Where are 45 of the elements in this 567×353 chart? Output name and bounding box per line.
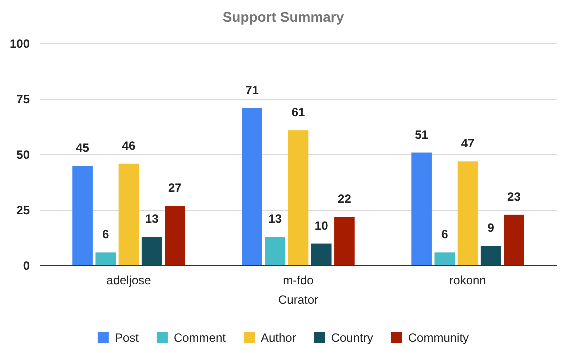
data-label: 6 — [102, 228, 110, 242]
data-label: 61 — [292, 106, 306, 120]
bar — [504, 214, 524, 266]
bar — [288, 130, 309, 266]
y-tick-label: 50 — [16, 148, 30, 162]
legend-label: Author — [260, 331, 296, 345]
legend-label: Comment — [174, 331, 227, 345]
bar — [242, 108, 262, 266]
data-label: 51 — [415, 128, 429, 142]
data-label: 47 — [461, 136, 475, 151]
x-axis-title: Curator — [278, 293, 319, 307]
legend-label: Community — [408, 331, 470, 345]
y-tick-label: 25 — [16, 203, 30, 218]
bar — [96, 252, 116, 266]
bar — [334, 217, 355, 266]
data-label: 46 — [122, 138, 136, 153]
bar — [165, 206, 186, 266]
bar — [118, 164, 140, 266]
data-label: 45 — [76, 141, 90, 156]
bar — [72, 166, 93, 266]
data-label: 6 — [442, 228, 449, 242]
bar — [480, 246, 502, 266]
data-label: 13 — [145, 212, 160, 226]
data-label: 22 — [338, 192, 352, 206]
data-label: 9 — [488, 221, 495, 236]
legend-label: Post — [114, 331, 140, 345]
chart-title: Support Summary — [222, 9, 344, 25]
y-tick-label: 0 — [23, 258, 30, 273]
bar — [412, 152, 432, 266]
data-label: 71 — [246, 83, 260, 98]
data-label: 27 — [168, 181, 182, 196]
bar — [434, 252, 456, 266]
x-tick-label: m-fdo — [283, 274, 314, 288]
data-label: 13 — [268, 212, 282, 226]
data-label: 23 — [508, 190, 522, 204]
bar — [265, 237, 286, 266]
bar — [311, 244, 332, 266]
data-label: 10 — [314, 218, 329, 233]
bar — [142, 237, 162, 266]
legend-label: Country — [331, 331, 374, 345]
y-tick-label: 100 — [10, 36, 30, 51]
y-tick-label: 75 — [16, 92, 30, 106]
x-tick-label: adeljose — [106, 274, 152, 288]
bar — [458, 162, 478, 266]
x-tick-label: rokonn — [450, 274, 486, 288]
